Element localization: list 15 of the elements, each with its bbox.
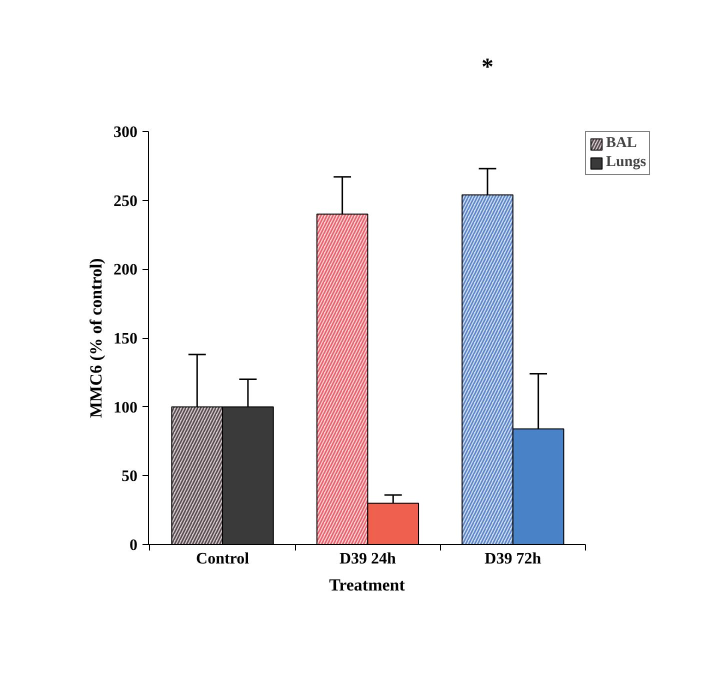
y-axis-title: MMC6 (% of control) xyxy=(86,258,106,418)
y-tick-label: 150 xyxy=(114,330,138,348)
x-axis-title: Treatment xyxy=(329,576,406,594)
y-tick-label: 200 xyxy=(114,262,138,279)
legend-label: Lungs xyxy=(606,154,646,171)
y-tick-label: 0 xyxy=(130,537,138,554)
legend-label: BAL xyxy=(606,135,637,152)
x-tick-label: Control xyxy=(196,550,250,568)
y-tick-label: 300 xyxy=(114,124,138,141)
text: * xyxy=(482,54,494,80)
x-tick-label: D39 72h xyxy=(484,550,542,568)
y-tick-label: 250 xyxy=(114,192,138,210)
x-tick-label: D39 24h xyxy=(340,550,396,568)
y-tick-label: 50 xyxy=(122,468,138,486)
y-tick-label: 100 xyxy=(114,399,138,416)
